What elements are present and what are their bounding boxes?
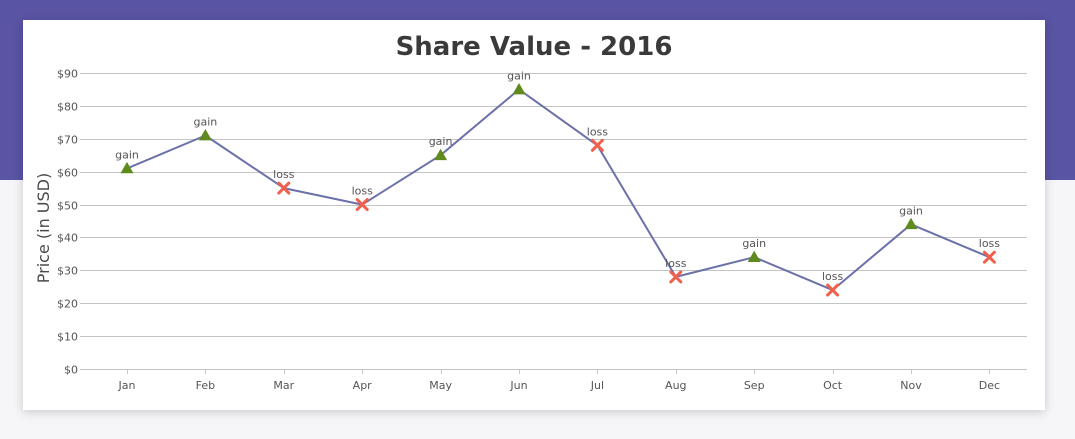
loss-marker[interactable] xyxy=(277,181,291,195)
loss-marker[interactable] xyxy=(826,283,840,297)
loss-marker[interactable] xyxy=(590,138,604,152)
y-tick-label: $10 xyxy=(57,331,78,344)
y-axis-title: Price (in USD) xyxy=(34,173,53,283)
loss-marker[interactable] xyxy=(982,250,996,264)
data-label: gain xyxy=(194,115,218,128)
x-tick-label: Dec xyxy=(979,379,1000,392)
data-label: loss xyxy=(273,168,295,181)
series-line-path xyxy=(126,88,990,292)
loss-marker-stroke xyxy=(669,270,683,284)
gain-marker[interactable] xyxy=(512,82,526,95)
data-label: loss xyxy=(352,185,374,198)
loss-marker[interactable] xyxy=(669,270,683,284)
data-label: loss xyxy=(822,270,844,283)
loss-marker[interactable] xyxy=(355,198,369,212)
loss-marker-stroke xyxy=(590,138,604,152)
gain-marker[interactable] xyxy=(904,217,918,230)
data-label: loss xyxy=(979,237,1001,250)
x-tick-label: Oct xyxy=(823,379,843,392)
data-label: gain xyxy=(115,148,139,161)
y-tick-label: $60 xyxy=(57,167,78,180)
x-tick-label: Mar xyxy=(273,379,294,392)
loss-marker-stroke xyxy=(355,198,369,212)
x-tick-label: Jan xyxy=(118,379,136,392)
gain-marker[interactable] xyxy=(434,148,448,161)
data-label: loss xyxy=(587,125,609,138)
data-label: gain xyxy=(899,204,923,217)
x-tick-label: Feb xyxy=(196,379,215,392)
x-tick-label: May xyxy=(429,379,452,392)
data-label: gain xyxy=(742,237,766,250)
y-tick-label: $20 xyxy=(57,298,78,311)
chart-title: Share Value - 2016 xyxy=(396,32,673,62)
series-line xyxy=(126,88,990,292)
y-tick-label: $80 xyxy=(57,101,78,114)
y-axis-ticks: $0 $10 $20 $30 $40 $50 $60 $70 $80 $90 xyxy=(57,68,86,377)
x-tick-label: Sep xyxy=(744,379,765,392)
gain-marker[interactable] xyxy=(198,128,212,141)
y-tick-label: $30 xyxy=(57,265,78,278)
gain-marker[interactable] xyxy=(747,250,761,263)
loss-marker-stroke xyxy=(826,283,840,297)
data-label: gain xyxy=(507,69,531,82)
grid-lines xyxy=(86,73,1027,370)
gain-marker[interactable] xyxy=(120,161,134,174)
x-tick-label: Nov xyxy=(900,379,922,392)
x-tick-label: Jun xyxy=(509,379,527,392)
y-tick-label: $50 xyxy=(57,200,78,213)
loss-marker-stroke xyxy=(982,250,996,264)
line-chart: Share Value - 2016 Price (in USD) $0$10$… xyxy=(34,32,1027,392)
x-axis-ticks: Jan Feb Mar Apr May Jun Jul Aug Sep Oct Nov Dec xyxy=(118,369,1000,392)
x-tick-label: Jul xyxy=(590,379,604,392)
chart-card: Share Value - 2016 Price (in USD) $0 $10 $… xyxy=(23,20,1045,410)
data-label: loss xyxy=(665,257,687,270)
data-labels: gain gain loss loss gain gain loss loss gain loss… xyxy=(115,69,1000,283)
y-tick-label: $40 xyxy=(57,232,78,245)
data-label: gain xyxy=(429,135,453,148)
data-markers xyxy=(120,82,996,297)
y-tick-label: $70 xyxy=(57,134,78,147)
x-tick-label: Aug xyxy=(665,379,686,392)
y-tick-label: $0 xyxy=(64,364,78,377)
y-tick-label: $90 xyxy=(57,68,78,81)
x-tick-label: Apr xyxy=(353,379,373,392)
loss-marker-stroke xyxy=(277,181,291,195)
